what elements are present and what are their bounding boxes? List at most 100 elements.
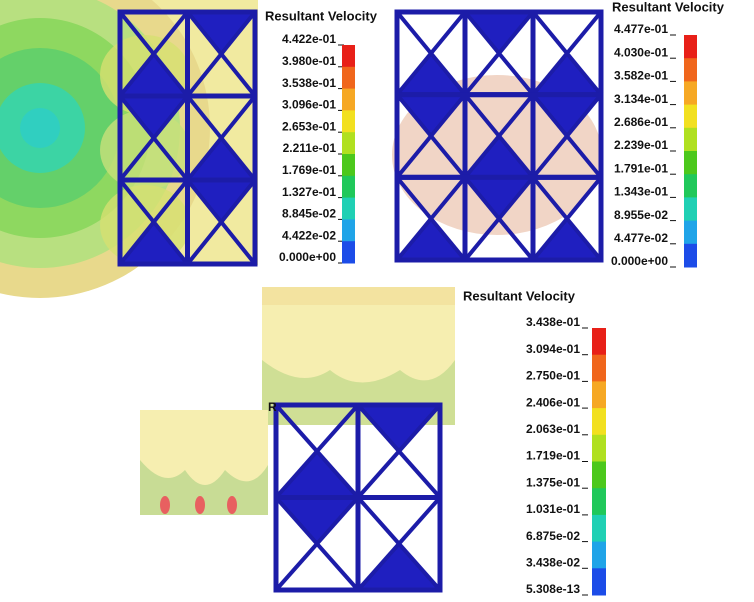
colorbar-segment — [592, 328, 606, 356]
legend-label: 8.955e-02 — [614, 208, 668, 222]
strut-panel — [533, 94, 601, 136]
cell-frame — [185, 177, 258, 267]
cell-frame — [530, 174, 604, 263]
colorbar-segment — [342, 110, 355, 133]
strut-panel — [397, 94, 465, 136]
legend-title: Resultant Velocity — [612, 0, 725, 14]
legend-label: 3.094e-01 — [526, 342, 580, 356]
legend-label: 3.096e-01 — [282, 98, 336, 112]
strut — [185, 94, 257, 182]
legend-label: 4.422e-01 — [282, 32, 336, 46]
legend-label: 1.031e-01 — [526, 502, 580, 516]
colorbar-segment — [592, 488, 606, 516]
strut-panel — [397, 53, 465, 95]
marker-label: R — [268, 400, 277, 414]
strut-panel — [465, 136, 533, 178]
colorbar-segment — [342, 154, 355, 177]
colorbar-segment — [592, 381, 606, 409]
legend-label: 4.030e-01 — [614, 45, 668, 59]
legend-label: 3.582e-01 — [614, 69, 668, 83]
strut-panel — [187, 180, 255, 222]
legend-label: 3.134e-01 — [614, 92, 668, 106]
legend-label: 0.000e+00 — [611, 254, 668, 268]
legend-label: 4.477e-01 — [614, 22, 668, 36]
legend-label: 8.845e-02 — [282, 207, 336, 221]
colorbar-segment — [592, 408, 606, 436]
legend-title: Resultant Velocity — [463, 288, 576, 303]
colorbar-segment — [592, 514, 606, 543]
colorbar-segment — [684, 220, 697, 245]
colorbar-segment — [684, 104, 697, 129]
strut — [118, 94, 190, 182]
strut — [118, 178, 190, 266]
strut — [395, 176, 467, 262]
colorbar-segment — [342, 175, 355, 199]
strut — [463, 176, 535, 262]
colorbar-segment — [684, 174, 697, 198]
legend-label: 6.875e-02 — [526, 529, 580, 543]
strut — [274, 403, 360, 499]
strut — [185, 10, 257, 98]
strut — [395, 93, 467, 179]
strut-panel — [533, 218, 601, 260]
strut-panel — [465, 12, 533, 54]
legend-label: 3.538e-01 — [282, 76, 336, 90]
colorbar-segment — [342, 45, 355, 68]
legend-label: 1.769e-01 — [282, 163, 336, 177]
legend-label: 1.343e-01 — [614, 185, 668, 199]
strut-panel — [397, 218, 465, 260]
strut-panel — [276, 451, 358, 498]
legend-label: 1.375e-01 — [526, 475, 580, 489]
legend-label: 2.063e-01 — [526, 422, 580, 436]
strut-panel — [276, 497, 358, 544]
colorbar-segment — [592, 354, 606, 382]
strut-panel — [187, 12, 255, 54]
colorbar-segment — [342, 197, 355, 220]
legend-label: 2.211e-01 — [283, 141, 337, 155]
colorbar-segment — [684, 127, 697, 152]
colorbar-segment — [342, 66, 355, 90]
legend-label: 2.686e-01 — [614, 115, 668, 129]
legend-label: 3.438e-01 — [526, 315, 580, 329]
strut-panel — [465, 177, 533, 219]
strut — [531, 10, 603, 96]
colorbar-segment — [592, 434, 606, 462]
legend-title: Resultant Velocity — [265, 8, 378, 23]
strut — [395, 10, 467, 96]
strut — [185, 178, 257, 266]
strut — [531, 93, 603, 179]
legend-label: 2.406e-01 — [526, 395, 580, 409]
colorbar-segment — [342, 241, 355, 264]
lattice-2 — [394, 9, 604, 263]
strut-panel — [187, 138, 255, 180]
legend-label: 2.750e-01 — [526, 369, 580, 383]
colorbar-segment — [684, 81, 697, 106]
legend-label: 1.791e-01 — [614, 161, 668, 175]
strut — [274, 496, 360, 592]
lattice-1 — [117, 9, 258, 267]
strut-panel — [120, 54, 188, 96]
colorbar-segment — [592, 541, 606, 569]
strut — [463, 93, 535, 179]
colorbar-segment — [592, 568, 606, 596]
colorbar-segment — [684, 151, 697, 175]
colorbar-segment — [342, 132, 355, 155]
strut-panel — [358, 405, 440, 452]
cell-frame — [355, 495, 443, 593]
legend-label: 2.239e-01 — [614, 138, 668, 152]
legend-label: 3.438e-02 — [526, 555, 580, 569]
legend-label: 5.308e-13 — [526, 582, 580, 596]
legend-label: 3.980e-01 — [282, 54, 336, 68]
colorbar-segment — [342, 219, 355, 242]
strut — [118, 10, 190, 98]
colorbar-segment — [684, 197, 697, 222]
legend-label: 4.477e-02 — [614, 231, 668, 245]
colorbar-segment — [684, 58, 697, 82]
lattice-3 — [273, 402, 443, 593]
colorbar-segment — [684, 243, 697, 268]
legend-label: 4.422e-02 — [282, 228, 336, 242]
strut-panel — [533, 53, 601, 95]
colorbar-segment — [592, 461, 606, 489]
legend-label: 1.327e-01 — [282, 185, 336, 199]
legend-label: 1.719e-01 — [526, 449, 580, 463]
